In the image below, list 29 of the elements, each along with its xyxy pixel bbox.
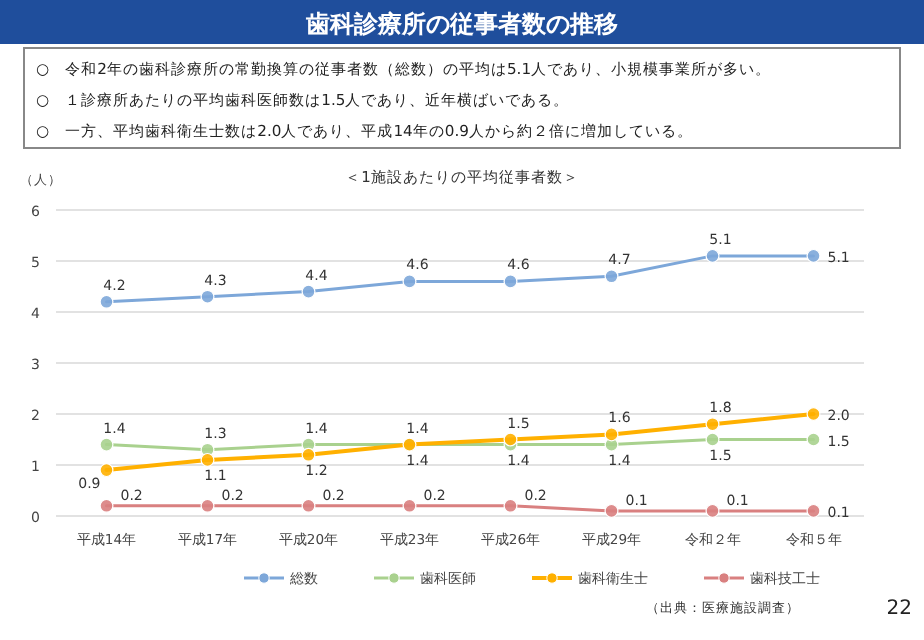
point xyxy=(806,432,821,447)
point xyxy=(99,498,114,513)
point xyxy=(604,503,619,518)
point xyxy=(806,248,821,263)
point xyxy=(301,447,316,462)
point xyxy=(503,498,518,513)
text: 22 xyxy=(886,598,912,620)
title-banner: 歯科診療所の従事者数の推移 xyxy=(0,0,924,44)
point xyxy=(705,503,720,518)
point xyxy=(705,432,720,447)
point xyxy=(503,274,518,289)
point xyxy=(402,498,417,513)
point xyxy=(99,437,114,452)
point xyxy=(503,432,518,447)
point xyxy=(705,417,720,432)
point xyxy=(705,248,720,263)
point xyxy=(200,498,215,513)
point xyxy=(402,274,417,289)
point xyxy=(301,284,316,299)
point xyxy=(200,452,215,467)
chart-title: 歯科診療所の従事者数の推移 xyxy=(304,10,618,38)
point xyxy=(604,269,619,284)
point xyxy=(301,498,316,513)
point xyxy=(806,503,821,518)
point xyxy=(99,294,114,309)
point xyxy=(604,427,619,442)
point xyxy=(200,289,215,304)
point xyxy=(806,407,821,421)
point xyxy=(99,463,114,478)
